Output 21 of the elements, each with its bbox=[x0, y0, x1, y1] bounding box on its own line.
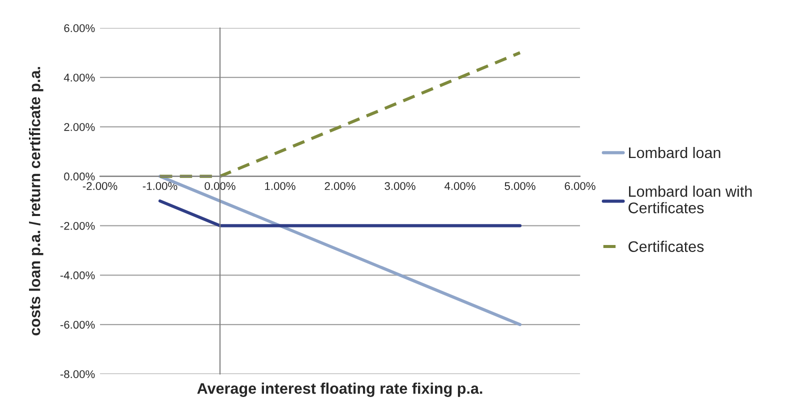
x-tick-label: 1.00% bbox=[265, 182, 296, 190]
x-tick-label: 6.00% bbox=[564, 182, 596, 190]
y-tick-label: -4.00% bbox=[60, 271, 95, 280]
y-tick-label: -6.00% bbox=[60, 320, 95, 329]
y-tick-label: 0.00% bbox=[64, 172, 95, 180]
x-tick-label: -2.00% bbox=[82, 182, 118, 190]
x-tick-label: 5.00% bbox=[504, 182, 536, 190]
y-tick-label: -2.00% bbox=[60, 222, 95, 230]
y-tick-label: 4.00% bbox=[64, 74, 95, 82]
x-tick-label: 2.00% bbox=[324, 182, 356, 190]
y-tick-label: -8.00% bbox=[60, 370, 95, 378]
legend-label: Lombard loan with Certificates bbox=[628, 186, 752, 214]
x-tick-label: 4.00% bbox=[444, 182, 476, 190]
y-axis-title: costs loan p.a. / return certificate p.a. bbox=[29, 67, 44, 336]
y-tick-label: 2.00% bbox=[64, 123, 95, 131]
x-tick-label: 3.00% bbox=[384, 182, 416, 190]
x-tick-label: -1.00% bbox=[142, 182, 178, 190]
x-axis-title: Average interest floating rate fixing p.a. bbox=[197, 382, 482, 397]
legend-label: Lombard loan bbox=[629, 146, 720, 158]
y-tick-label: 6.00% bbox=[64, 24, 95, 32]
legend-label: Certificates bbox=[628, 240, 704, 252]
